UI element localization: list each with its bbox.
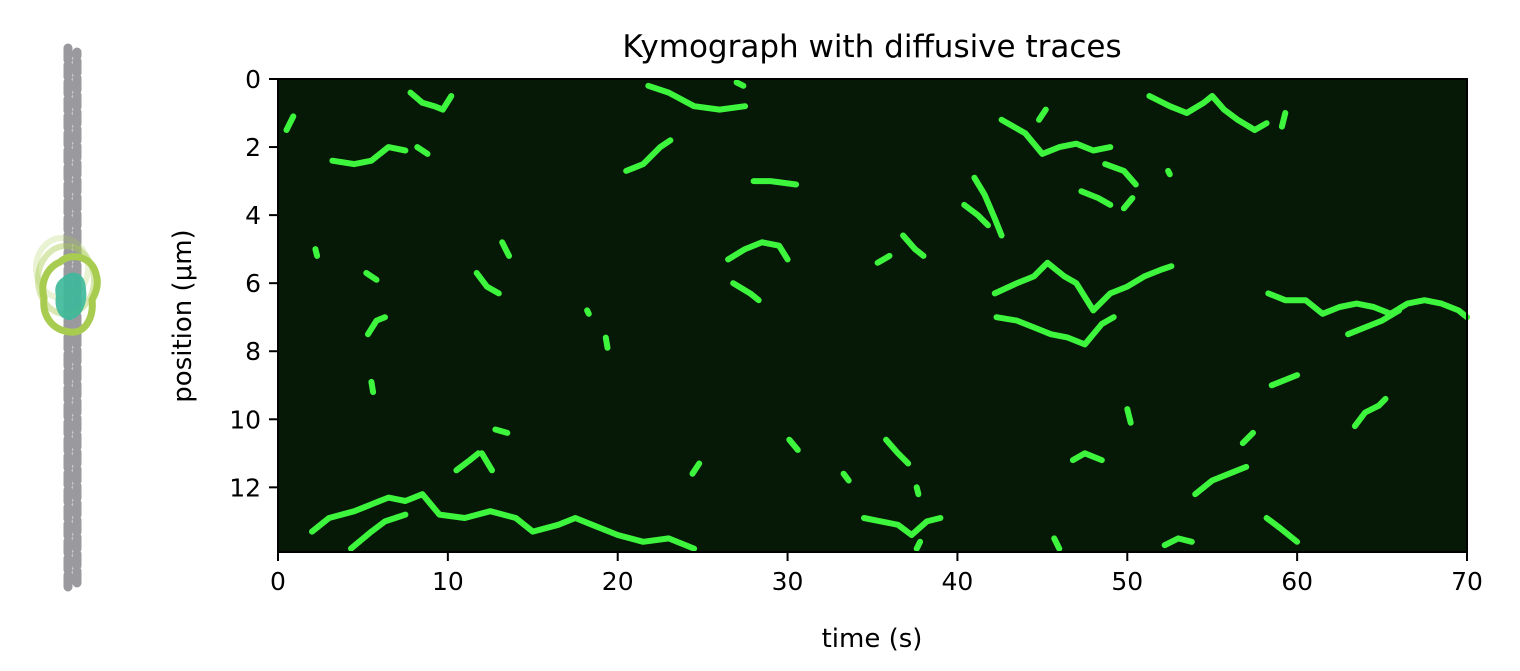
trace-50: [1268, 372, 1301, 389]
x-tick-label: 40: [942, 567, 974, 596]
trace-21: [689, 460, 703, 477]
trace-28: [883, 436, 912, 467]
trace-16: [309, 491, 698, 552]
plot-background: [278, 79, 1467, 552]
x-tick-label: 30: [772, 567, 804, 596]
x-tick-label: 60: [1281, 567, 1313, 596]
y-tick-label: 10: [229, 405, 261, 434]
trace-24: [750, 178, 800, 188]
trace-25: [786, 436, 801, 453]
kymograph-plot: 0 10 20 30 40 50 60 70 0 2 4 6 8 10 12: [229, 65, 1483, 596]
trace-13: [453, 450, 482, 474]
trace-7: [365, 314, 388, 338]
dna-protein-icon: [33, 43, 101, 597]
y-tick-label: 0: [245, 65, 261, 94]
trace-43: [1124, 406, 1134, 426]
trace-38: [993, 314, 1117, 348]
trace-6: [363, 270, 380, 283]
y-tick-label: 8: [245, 337, 261, 366]
trace-49: [1239, 429, 1256, 447]
trace-group: [283, 79, 1470, 552]
x-tick-label: 20: [602, 567, 634, 596]
trace-34: [971, 174, 1005, 239]
trace-1: [283, 113, 297, 133]
trace-46: [1165, 167, 1173, 178]
trace-31: [861, 515, 944, 538]
trace-30: [913, 484, 922, 498]
trace-14: [478, 450, 495, 474]
trace-45: [1146, 93, 1270, 133]
x-axis: 0 10 20 30 40 50 60 70: [270, 552, 1483, 596]
trace-42: [1069, 450, 1105, 464]
trace-29: [900, 232, 927, 259]
trace-5: [312, 246, 321, 259]
trace-47: [1278, 110, 1289, 130]
trace-40: [1102, 161, 1139, 188]
trace-9: [473, 270, 502, 297]
trace-12: [602, 334, 611, 351]
trace-54: [1345, 307, 1403, 338]
y-axis-title: position (μm): [168, 229, 198, 402]
trace-44: [1051, 535, 1063, 552]
y-axis: 0 2 4 6 8 10 12: [229, 65, 278, 502]
x-tick-label: 50: [1111, 567, 1143, 596]
protein-icon: [33, 235, 101, 336]
y-tick-label: 2: [245, 133, 261, 162]
y-tick-label: 6: [245, 269, 261, 298]
trace-22: [725, 239, 791, 263]
trace-18: [623, 137, 674, 174]
trace-19: [645, 82, 749, 113]
trace-3: [414, 144, 431, 157]
trace-27: [874, 252, 893, 266]
trace-17: [348, 511, 409, 552]
trace-26: [840, 470, 852, 484]
trace-35: [998, 116, 1114, 157]
trace-23: [730, 280, 762, 304]
x-tick-label: 0: [270, 567, 286, 596]
trace-8: [368, 378, 377, 396]
trace-37: [991, 259, 1175, 314]
trace-15: [492, 426, 511, 436]
trace-39: [1078, 188, 1114, 208]
trace-48: [1192, 463, 1250, 498]
x-tick-label: 70: [1451, 567, 1483, 596]
trace-32: [913, 538, 924, 552]
y-tick-label: 4: [245, 201, 261, 230]
trace-4: [407, 89, 455, 113]
x-axis-title: time (s): [822, 624, 923, 654]
trace-20: [733, 79, 747, 89]
trace-11: [584, 307, 592, 317]
chart-title: Kymograph with diffusive traces: [622, 29, 1121, 65]
trace-52: [1161, 535, 1195, 549]
x-tick-label: 10: [432, 567, 464, 596]
trace-51: [1263, 515, 1301, 545]
trace-55: [1351, 395, 1389, 430]
trace-10: [499, 239, 512, 259]
trace-33: [961, 201, 991, 229]
y-tick-label: 12: [229, 473, 261, 502]
plot-frame: [277, 78, 1468, 553]
trace-36: [1036, 106, 1049, 123]
trace-41: [1120, 195, 1136, 212]
trace-2: [329, 144, 409, 168]
trace-53: [1265, 290, 1470, 321]
